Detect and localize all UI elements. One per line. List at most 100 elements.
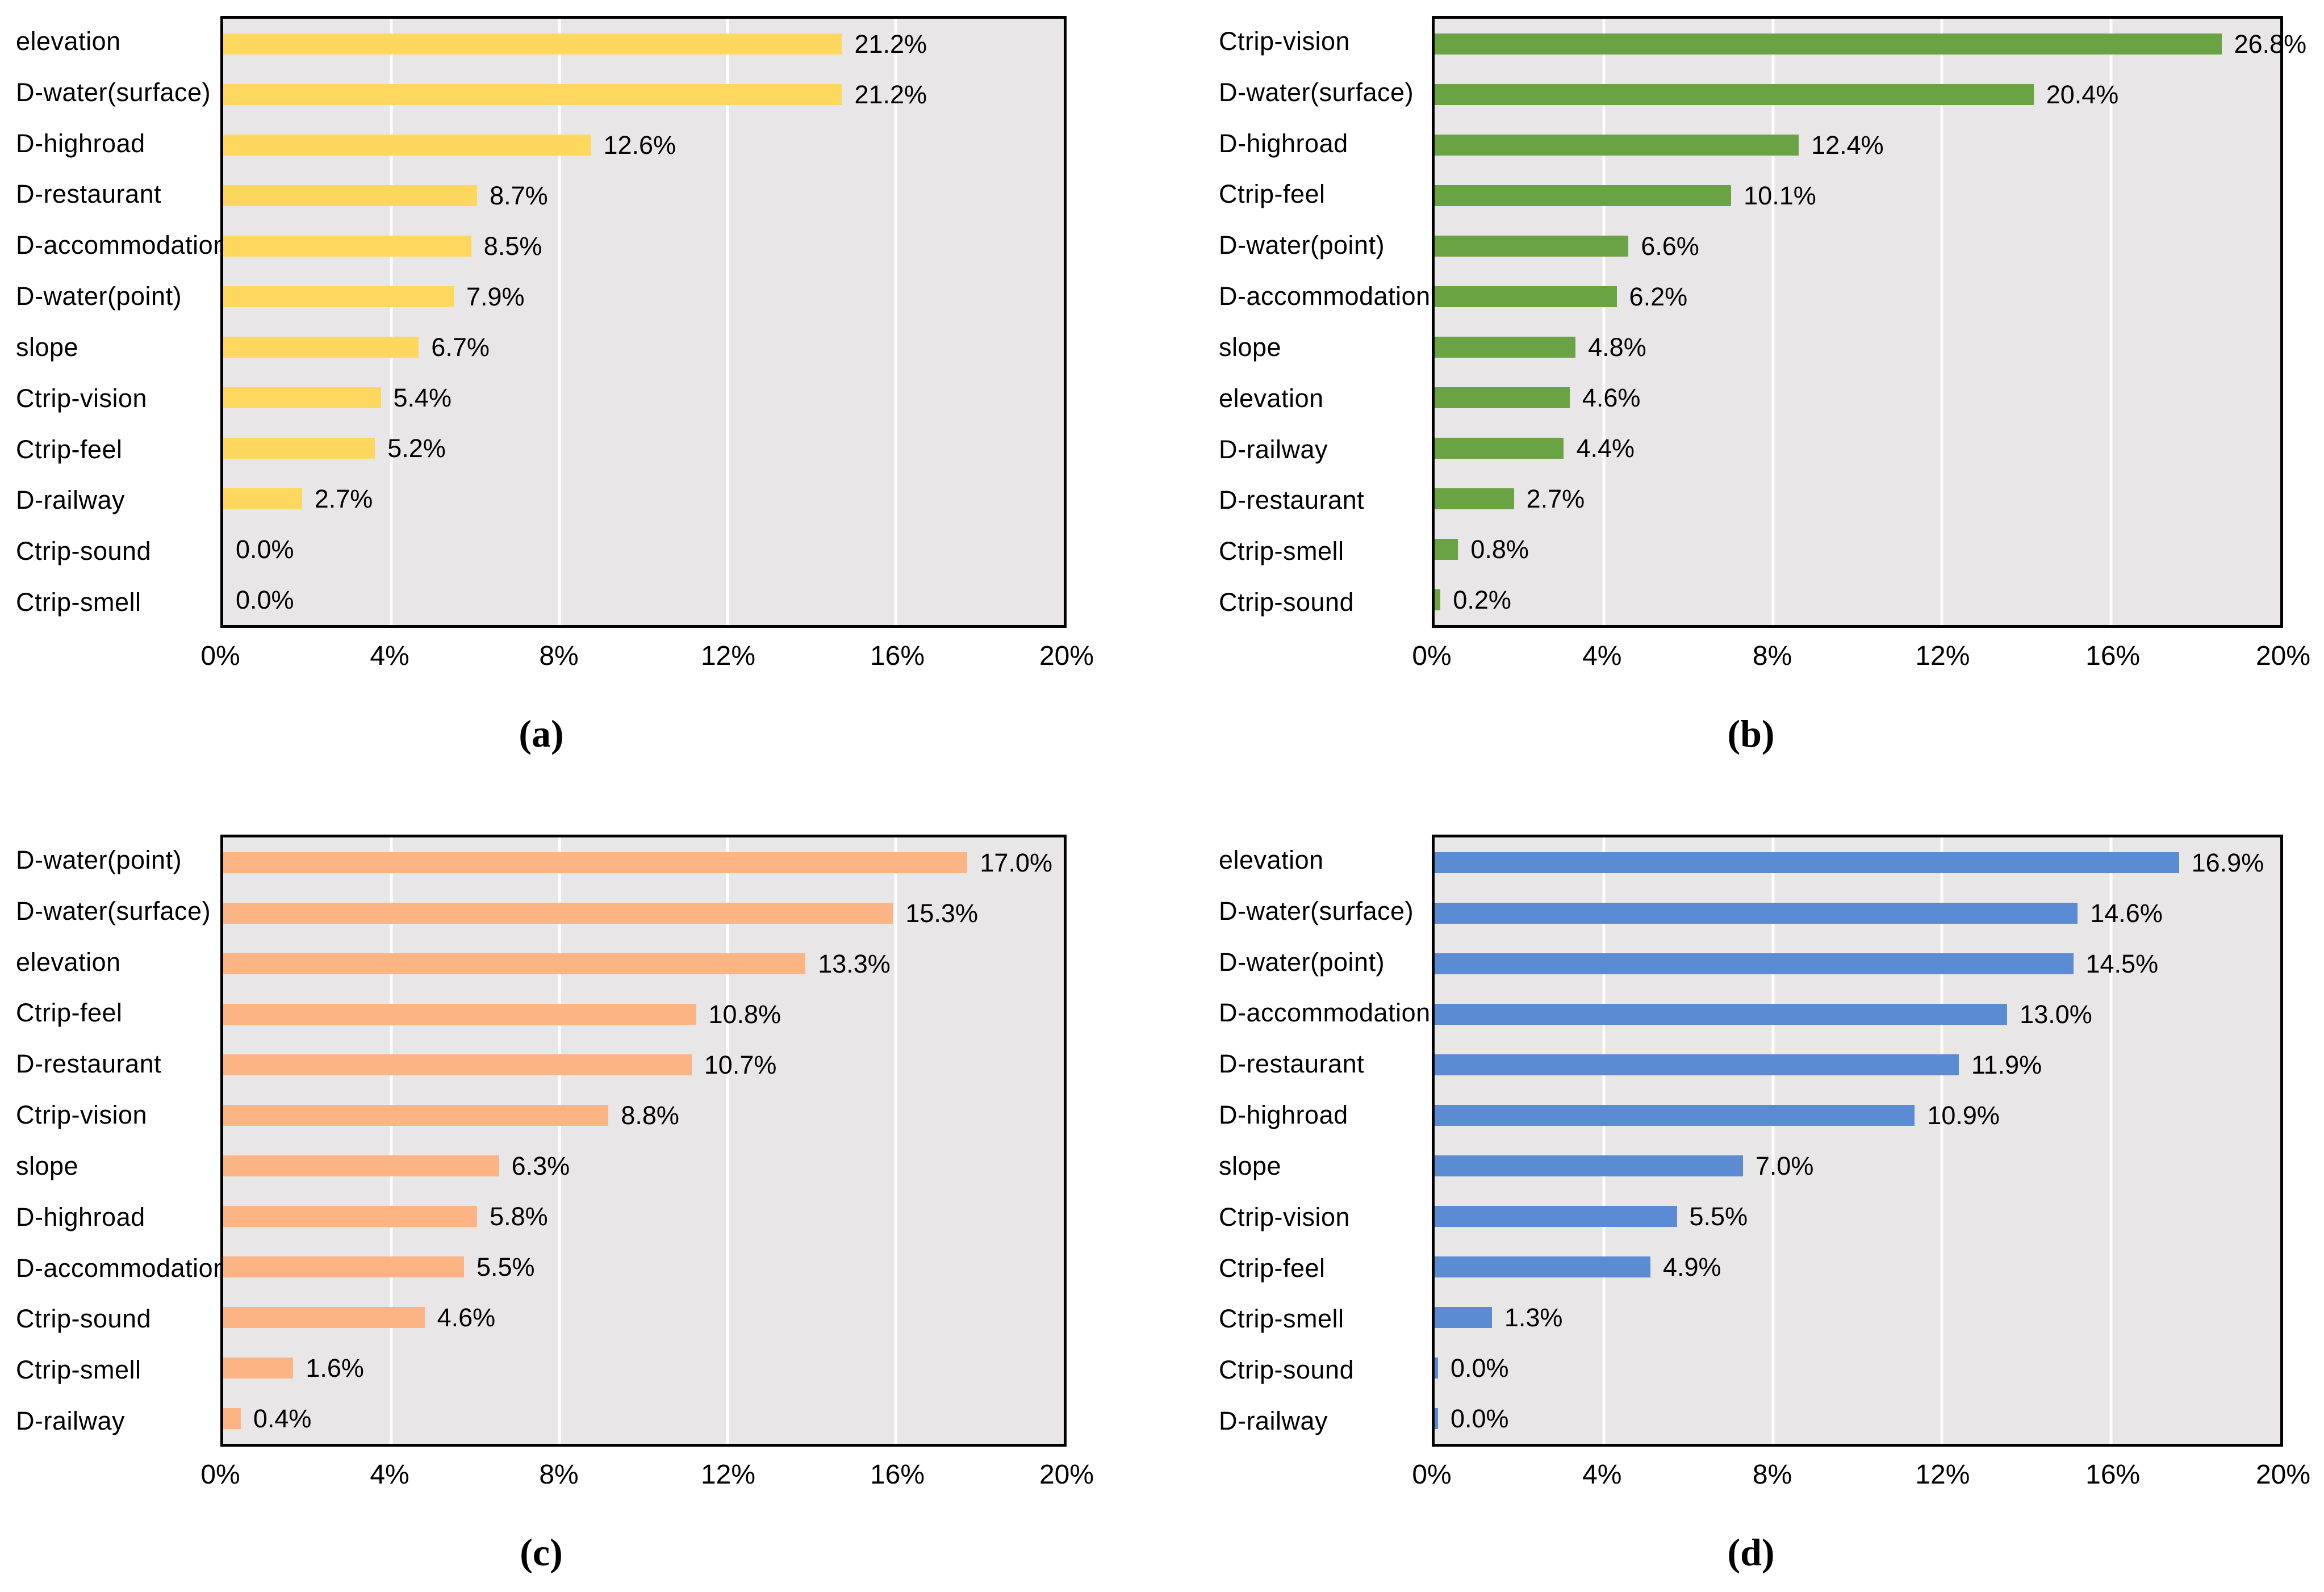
bar [223, 1004, 696, 1025]
panel-caption: (b) [1727, 712, 1775, 755]
bar-row: 4.4% [1435, 423, 2280, 474]
bar-row: 5.4% [223, 372, 1064, 423]
bar [223, 953, 806, 974]
category-label: D-water(surface) [1219, 77, 1414, 107]
bar-row: 0.0% [223, 575, 1064, 625]
x-axis-tick-label: 4% [370, 1460, 409, 1490]
bar [223, 1105, 609, 1126]
value-label: 8.7% [490, 181, 548, 210]
category-label: elevation [16, 947, 121, 977]
bar [1435, 1206, 1677, 1227]
value-label: 10.7% [704, 1050, 777, 1079]
bar-row: 5.2% [223, 423, 1064, 474]
value-label: 6.2% [1629, 282, 1688, 311]
bar-row: 21.2% [223, 19, 1064, 69]
bar [1435, 387, 1570, 408]
x-axis-tick-label: 16% [870, 1460, 925, 1490]
panel-a: elevation D-water(surface) D-highroad D-res… [0, 0, 1162, 796]
gridline [894, 19, 897, 625]
bar-row: 10.9% [1435, 1090, 2280, 1141]
category-axis: Ctrip-vision D-water(surface) D-highroad Ct… [1219, 16, 1432, 628]
panel-c: D-water(point) D-water(surface) elevation C… [0, 796, 1162, 1592]
gridline [390, 837, 393, 1444]
gridline [558, 837, 561, 1444]
value-label: 10.9% [1927, 1100, 2000, 1130]
bar [1435, 236, 1629, 257]
bar [223, 1155, 499, 1176]
value-label: 0.4% [253, 1404, 312, 1433]
bar [223, 84, 842, 105]
value-label: 13.0% [2020, 999, 2092, 1029]
bar-row: 16.9% [1435, 837, 2280, 888]
bar-row: 10.1% [1435, 170, 2280, 221]
category-label: D-highroad [1219, 128, 1348, 158]
value-label: 1.6% [306, 1353, 364, 1382]
bar-row: 5.5% [1435, 1191, 2280, 1242]
category-label: elevation [1219, 383, 1324, 413]
x-axis-tick-label: 4% [1582, 1460, 1622, 1490]
bar [223, 236, 471, 257]
bar-row: 1.3% [1435, 1292, 2280, 1343]
category-label: D-water(point) [16, 282, 182, 311]
bar [223, 1408, 241, 1429]
gridline [1771, 837, 1775, 1444]
bar [1435, 1307, 1492, 1328]
category-label: D-railway [16, 1406, 126, 1436]
bar-row: 0.2% [1435, 575, 2280, 625]
bar-row: 11.9% [1435, 1040, 2280, 1090]
value-label: 6.3% [511, 1151, 570, 1180]
bar [1435, 1256, 1650, 1277]
value-label: 6.6% [1641, 231, 1699, 261]
bar-row: 7.9% [223, 271, 1064, 322]
bar-row: 6.3% [223, 1141, 1064, 1191]
bar-row: 1.6% [223, 1343, 1064, 1393]
x-axis-tick-label: 8% [539, 1460, 579, 1490]
x-axis-ticks: 0% 4% 8% 12% 16% 20% [200, 628, 1094, 682]
category-label: D-water(surface) [1219, 896, 1414, 925]
gridline [558, 19, 561, 625]
bar-row: 0.0% [1435, 1393, 2280, 1444]
bar [223, 135, 591, 156]
category-label: Ctrip-smell [1219, 537, 1344, 566]
value-label: 2.7% [1526, 484, 1585, 513]
value-label: 15.3% [905, 898, 978, 928]
value-label: 5.5% [1689, 1201, 1748, 1231]
bar [223, 488, 302, 509]
bar-row: 17.0% [223, 837, 1064, 888]
x-axis-tick-label: 16% [2085, 641, 2141, 671]
bar-row: 21.2% [223, 69, 1064, 120]
bar [1435, 185, 1732, 206]
category-label: D-water(point) [16, 845, 182, 874]
bar-row: 0.0% [223, 524, 1064, 575]
gridline [1940, 19, 1943, 625]
category-label: Ctrip-smell [1219, 1304, 1344, 1334]
bar-row: 4.8% [1435, 322, 2280, 372]
bar [1435, 539, 1458, 560]
bar-row: 13.0% [1435, 989, 2280, 1040]
bar [223, 1054, 692, 1075]
x-axis-tick-label: 12% [700, 641, 756, 671]
value-label: 7.0% [1755, 1151, 1814, 1180]
bar [1435, 488, 1514, 509]
bar [223, 1358, 294, 1379]
category-label: slope [16, 1151, 79, 1180]
x-axis-tick-label: 16% [870, 641, 925, 671]
category-label: elevation [16, 26, 121, 56]
bar [223, 852, 968, 873]
value-label: 4.6% [1582, 383, 1641, 412]
bar-row: 8.7% [223, 170, 1064, 221]
gridline [1602, 19, 1606, 625]
category-label: Ctrip-smell [16, 1355, 141, 1385]
bar-row: 12.4% [1435, 120, 2280, 170]
category-label: D-highroad [16, 1202, 145, 1231]
bar-row: 10.7% [223, 1040, 1064, 1090]
category-axis: elevation D-water(surface) D-water(point) D… [1219, 835, 1432, 1447]
value-label: 5.8% [490, 1201, 548, 1231]
category-axis: D-water(point) D-water(surface) elevation C… [16, 835, 227, 1447]
value-label: 12.6% [603, 130, 676, 160]
category-label: D-water(surface) [16, 896, 211, 925]
value-label: 0.8% [1470, 534, 1529, 564]
bar-row: 4.9% [1435, 1242, 2280, 1292]
